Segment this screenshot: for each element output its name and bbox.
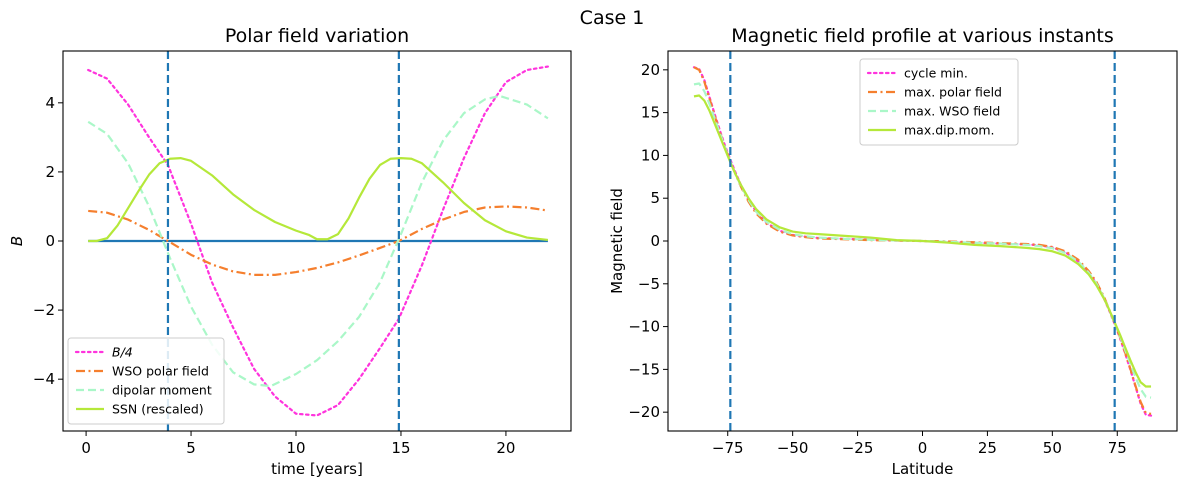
legend-label: B/4 bbox=[112, 345, 133, 360]
y-tick-label: 2 bbox=[45, 163, 55, 181]
x-tick-label: 50 bbox=[1043, 439, 1062, 457]
x-tick-label: 10 bbox=[286, 439, 305, 457]
x-tick-label: 5 bbox=[186, 439, 196, 457]
x-axis-label: Latitude bbox=[892, 460, 954, 478]
x-tick-label: 20 bbox=[496, 439, 515, 457]
y-tick-label: 0 bbox=[45, 232, 55, 250]
y-axis-label: B bbox=[8, 236, 26, 246]
y-tick-label: 5 bbox=[650, 189, 660, 207]
x-tick-label: −25 bbox=[842, 439, 874, 457]
x-tick-label: −50 bbox=[777, 439, 809, 457]
figure-suptitle: Case 1 bbox=[580, 7, 645, 29]
x-tick-label: 0 bbox=[918, 439, 928, 457]
left-plot-polar-field-variation: Polar field variation 0 5 10 15 20 −4 −2 0 2 4 time… bbox=[8, 25, 572, 478]
y-tick-label: −2 bbox=[33, 301, 55, 319]
x-tick-label: 15 bbox=[391, 439, 410, 457]
y-axis-label: Magnetic field bbox=[608, 188, 626, 294]
y-tick-label: 4 bbox=[45, 94, 55, 112]
axes-frame bbox=[62, 50, 572, 432]
legend-label: SSN (rescaled) bbox=[112, 402, 204, 417]
legend-frame bbox=[859, 58, 1019, 146]
y-tick-label: 15 bbox=[641, 104, 660, 122]
legend-label: max.dip.mom. bbox=[904, 123, 995, 138]
series-line-max-dip-mom bbox=[693, 94, 1152, 388]
legend-label: dipolar moment bbox=[112, 383, 212, 398]
plot-title: Polar field variation bbox=[225, 25, 409, 47]
series-line-dipolar-moment bbox=[87, 94, 549, 388]
x-tick-label: −75 bbox=[712, 439, 744, 457]
legend: B/4 WSO polar field dipolar moment SSN (res… bbox=[67, 337, 225, 425]
y-tick-label: −10 bbox=[628, 318, 660, 336]
legend-label: max. WSO field bbox=[904, 104, 1000, 119]
y-tick-label: 20 bbox=[641, 61, 660, 79]
y-tick-label: −4 bbox=[33, 370, 55, 388]
x-axis-label: time [years] bbox=[271, 460, 363, 478]
y-tick-label: −20 bbox=[628, 403, 660, 421]
plot-area bbox=[87, 51, 550, 431]
series-line-b-4 bbox=[87, 65, 550, 417]
legend: cycle min. max. polar field max. WSO field… bbox=[859, 58, 1019, 146]
legend-frame bbox=[67, 337, 225, 425]
y-tick-label: −5 bbox=[638, 275, 660, 293]
plot-area bbox=[692, 51, 1153, 431]
right-plot-magnetic-field-profile: Magnetic field profile at various instan… bbox=[608, 25, 1178, 478]
plot-title: Magnetic field profile at various instan… bbox=[731, 25, 1114, 47]
x-tick-label: 75 bbox=[1108, 439, 1127, 457]
legend-label: WSO polar field bbox=[112, 364, 209, 379]
y-tick-label: 10 bbox=[641, 146, 660, 164]
series-line-ssn-rescaled bbox=[88, 156, 549, 243]
legend-label: cycle min. bbox=[904, 66, 968, 81]
y-tick-label: −15 bbox=[628, 360, 660, 378]
axes-frame bbox=[667, 50, 1178, 432]
y-tick-label: 0 bbox=[650, 232, 660, 250]
x-tick-label: 25 bbox=[978, 439, 997, 457]
x-tick-label: 0 bbox=[81, 439, 91, 457]
legend-label: max. polar field bbox=[904, 85, 1002, 100]
